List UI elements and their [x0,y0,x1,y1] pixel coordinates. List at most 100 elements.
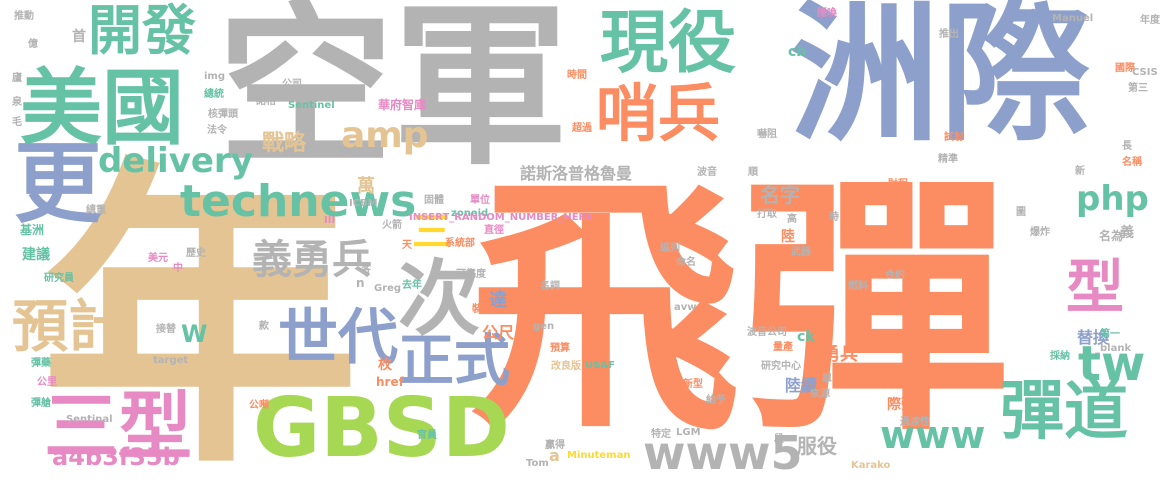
word-tui-chu: 推出 [939,29,959,40]
word-mao: 毛 [12,117,22,128]
word-www5: www5 [643,426,803,480]
word-bian-lie: 編列 [660,243,680,254]
word-zhang: 長 [1122,141,1132,152]
word-lu: 陸 [781,229,795,245]
word-tu: 圖 [1016,207,1026,218]
word-lu-xu: 陸續 [785,376,818,395]
word-delivery: delivery [98,141,253,181]
word-php: php [1076,179,1149,219]
word-fu-yi: 服役 [797,434,837,458]
word-shi-jian: 時間 [567,70,587,81]
word-sentinel: Sentinel [288,100,335,111]
word-insert-random: INSERT_RANDOM_NUMBER_HERE [409,212,594,223]
word-yan-jiu-yuan: 研究員 [44,273,74,284]
word-zoneid: zoneid [451,208,489,219]
word-gu-ti: 固體 [424,195,444,206]
word-san-xing: 三型 [44,384,192,470]
word-shou: 首 [72,29,86,45]
word-zhan-lue: 戰略 [262,131,307,156]
word-guan-liang: 官員 [417,430,437,441]
word-kuan: 款 [259,321,269,332]
word-cai-na: 採納 [1050,351,1070,362]
word-karako: Karako [851,460,891,471]
word-gao: 高 [787,214,797,225]
word-bo-yin: 波音 [697,167,717,178]
word-ji-dan-dao: 際彈道 [887,397,929,413]
word-jie-ti: 接替 [156,324,176,335]
word-avw: avw [674,302,697,313]
word-ran-liao: 燃料 [848,281,868,292]
word-src: src [588,402,605,413]
word-quan: 泉 [12,97,22,108]
word-ming-cheng: 名詞 [540,281,560,292]
word-di-san: 第三 [1128,83,1148,94]
word-icbm: ICBM [349,198,378,209]
word-kong-jun: 空軍 [218,0,568,189]
word-lai-yuan: 來源 [810,389,830,400]
word-tw: tw [1078,336,1146,392]
word-guo-ji: 國際 [1115,63,1135,74]
word-gai-liang-ban: 改良版 [551,361,581,372]
word-ci: 次 [398,252,481,347]
word-gong-si: 公司 [282,79,302,90]
word-ming-wei: 名為 [1099,229,1124,243]
word-guo-du-xing: 過渡性 [900,417,930,428]
word-duan: 段 [774,434,784,445]
word-fu-jing-li: 副經理 [517,13,547,24]
word-zong-tong: 總統 [204,89,224,100]
word-gong-li: 公里 [37,377,57,388]
word-bao-zha: 爆炸 [1030,227,1050,238]
word-huo-jian: 火箭 [382,220,402,231]
word-zong-zhong: 總重 [86,205,106,216]
word-a: a [549,446,560,465]
word-xing: 型 [1066,253,1125,321]
word-ke-kao-du: 可靠度 [456,269,486,280]
word-chao-guo: 超過 [572,123,592,134]
word-img: img [204,71,226,82]
word-zhan-de: 贏得 [545,440,565,451]
word-san: 三 [412,209,452,255]
word-qu-nian: 去年 [402,280,422,291]
word-dan-cang: 彈艙 [31,398,51,409]
word-xin-xing: 新型 [683,379,703,390]
word-ck: ck [797,329,815,345]
word-gei-yu: 給予 [706,395,726,406]
word-a4b3f35b: a4b3f35b [52,443,180,471]
word-shi: 時 [829,212,839,223]
word-cai-cheng: 財程 [888,179,908,190]
word-cb: cb [788,44,807,60]
word-dan-wei: 單位 [470,195,490,206]
word-hu-yue: 隱喚 [817,8,837,19]
word-he-dan-tou: 核彈頭 [208,109,238,120]
word-minuteman: Minuteman [567,450,631,461]
word-lu-2: 廬 [12,73,22,84]
word-gong-li-2: 公噸 [249,400,269,411]
word-da-qu: 打取 [757,209,777,220]
word-dan-yao: 彈藥 [31,358,51,369]
word-li-shi: 歷史 [186,248,206,259]
word-w: W [181,320,208,348]
word-shi-she: 試射 [944,132,964,143]
word-he-yue: 合約 [885,270,905,281]
word-amp: amp [341,115,429,156]
word-da: 達 [489,290,507,311]
word-zhuang-bei: 裝備 [472,304,492,315]
word-di-yi: 第一 [1100,329,1120,340]
word-yu-ji: 預計 [12,295,124,360]
word-ming-ming: 命名 [676,257,696,268]
word-nian-du: 年度 [1140,15,1160,26]
word-sentinal: Sentinal [66,414,113,425]
word-usaf: USAF [585,360,615,371]
word-nuoshiluopu: 諾斯洛普格魯曼 [520,164,633,183]
word-liang: 兩 [593,347,603,358]
word-tui-dong: 推動 [14,11,34,22]
word-xian-yi: 現役 [600,4,737,83]
word-fei-dan: 飛彈 [470,152,1010,467]
word-xi-tong-bu: 系統部 [445,238,475,249]
word-yong-bing: 勇兵 [822,344,858,365]
word-n: n [356,276,365,290]
word-tom: Tom [526,458,549,469]
word-zhi-jing: 直徑 [484,225,504,236]
word-greg: Greg [374,283,402,294]
word-shi-dai: 世代 [278,303,398,373]
